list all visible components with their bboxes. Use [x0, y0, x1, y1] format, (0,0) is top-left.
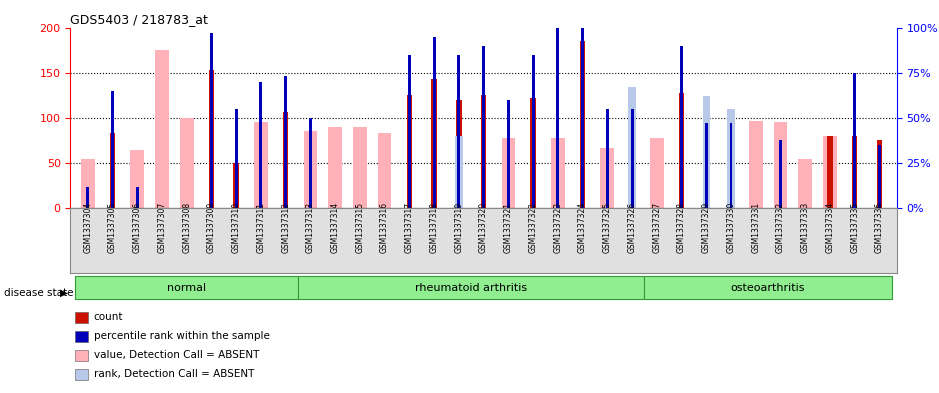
Bar [531, 55, 534, 208]
Bar [702, 96, 710, 208]
Bar [679, 93, 685, 208]
Bar [329, 127, 342, 208]
Bar [353, 127, 367, 208]
Bar [456, 100, 462, 208]
Bar [680, 46, 683, 208]
Bar [779, 140, 782, 208]
Bar [283, 112, 288, 208]
Bar [581, 28, 584, 208]
Bar [824, 136, 837, 208]
Bar [852, 136, 857, 208]
Text: ▶: ▶ [59, 288, 68, 298]
Bar [111, 91, 114, 208]
Bar [74, 369, 87, 380]
Bar [86, 187, 89, 208]
Bar [798, 159, 812, 208]
Bar [877, 141, 882, 208]
Bar [457, 55, 460, 208]
Bar [827, 136, 833, 208]
Bar [74, 312, 87, 323]
Bar [482, 46, 485, 208]
Bar [377, 133, 392, 208]
Bar [110, 133, 115, 208]
Bar [728, 109, 734, 208]
Bar [556, 24, 560, 208]
Bar [507, 100, 510, 208]
Bar [131, 149, 144, 208]
Bar [254, 123, 268, 208]
Bar [303, 131, 317, 208]
Bar [501, 138, 516, 208]
Bar [74, 350, 87, 361]
Bar [606, 109, 608, 208]
Bar [433, 37, 436, 208]
Bar [259, 82, 262, 208]
Bar [749, 121, 762, 208]
Bar [774, 123, 787, 208]
Bar [234, 163, 239, 208]
Bar [600, 148, 614, 208]
FancyBboxPatch shape [75, 276, 298, 299]
Bar [81, 159, 95, 208]
Bar [705, 123, 708, 208]
Bar [285, 76, 287, 208]
Bar [729, 123, 733, 208]
Bar [579, 41, 585, 208]
Bar [629, 127, 635, 208]
Bar [730, 123, 732, 208]
Bar [309, 118, 312, 208]
Bar [854, 73, 856, 208]
Bar [210, 33, 213, 208]
FancyBboxPatch shape [644, 276, 892, 299]
Bar [155, 50, 169, 208]
Text: rank, Detection Call = ABSENT: rank, Detection Call = ABSENT [94, 369, 254, 379]
Bar [703, 125, 709, 208]
Text: disease state: disease state [4, 288, 73, 298]
Bar [180, 118, 193, 208]
Text: rheumatoid arthritis: rheumatoid arthritis [415, 283, 528, 293]
Text: value, Detection Call = ABSENT: value, Detection Call = ABSENT [94, 350, 259, 360]
Bar [650, 138, 664, 208]
Bar [408, 55, 411, 208]
Bar [551, 138, 564, 208]
Text: normal: normal [167, 283, 207, 293]
Text: GDS5403 / 218783_at: GDS5403 / 218783_at [70, 13, 208, 26]
Bar [631, 109, 634, 208]
Bar [531, 98, 536, 208]
Bar [481, 95, 486, 208]
Bar [208, 70, 214, 208]
Bar [431, 79, 437, 208]
Bar [628, 87, 636, 208]
Text: percentile rank within the sample: percentile rank within the sample [94, 331, 269, 341]
Bar [74, 331, 87, 342]
Text: count: count [94, 312, 123, 322]
Text: osteoarthritis: osteoarthritis [731, 283, 806, 293]
Bar [878, 145, 881, 208]
Bar [136, 187, 139, 208]
FancyBboxPatch shape [298, 276, 644, 299]
Bar [407, 95, 412, 208]
Bar [235, 109, 238, 208]
Bar [455, 136, 463, 208]
